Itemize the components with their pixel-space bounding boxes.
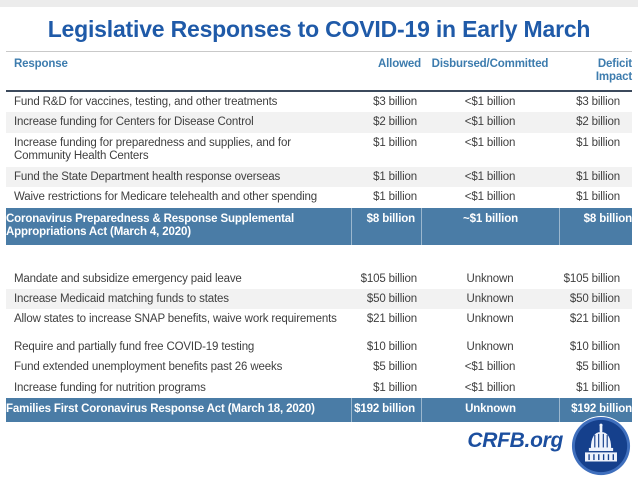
crfb-brand-text: CRFB.org: [467, 429, 563, 452]
response-cell: Allow states to increase SNAP benefits, …: [14, 313, 337, 326]
table-group-spacer: [6, 245, 632, 269]
response-cell: Fund extended unemployment benefits past…: [14, 361, 283, 374]
response-cell: Increase Medicaid matching funds to stat…: [14, 292, 229, 305]
column-header-response: Response: [14, 58, 68, 70]
disbursed-cell: <$1 billion: [464, 116, 516, 129]
deficit-cell: $50 billion: [569, 292, 620, 305]
disbursed-cell: <$1 billion: [464, 95, 516, 108]
allowed-cell: $192 billion: [351, 398, 421, 422]
table-row: Increase funding for nutrition programs …: [6, 378, 632, 398]
table-row: Mandate and subsidize emergency paid lea…: [6, 269, 632, 289]
allowed-cell: $10 billion: [366, 340, 417, 353]
deficit-cell: $2 billion: [576, 116, 620, 129]
deficit-cell: $1 billion: [576, 191, 620, 204]
disbursed-cell: Unknown: [466, 272, 514, 285]
column-header-disbursed: Disbursed/Committed: [431, 58, 549, 70]
disbursed-cell: Unknown: [421, 398, 559, 422]
response-cell: Families First Coronavirus Response Act …: [6, 403, 315, 416]
allowed-cell: $1 billion: [373, 136, 417, 149]
response-cell: Require and partially fund free COVID-19…: [14, 340, 255, 353]
allowed-cell: $8 billion: [351, 207, 421, 245]
table-header-row: Response Allowed Disbursed/Committed Def…: [6, 51, 632, 92]
allowed-cell: $3 billion: [373, 95, 417, 108]
disbursed-cell: Unknown: [466, 313, 514, 326]
table-row: Fund extended unemployment benefits past…: [6, 357, 632, 377]
deficit-cell: $8 billion: [559, 207, 632, 245]
table-row: Require and partially fund free COVID-19…: [6, 337, 632, 357]
table-row: Increase Medicaid matching funds to stat…: [6, 288, 632, 310]
disbursed-cell: <$1 billion: [464, 170, 516, 183]
table-total-row: Coronavirus Preparedness & Response Supp…: [6, 207, 632, 245]
disbursed-cell: <$1 billion: [464, 361, 516, 374]
disbursed-cell: Unknown: [466, 340, 514, 353]
disbursed-cell: Unknown: [466, 292, 514, 305]
deficit-cell: $10 billion: [569, 340, 620, 353]
allowed-cell: $105 billion: [360, 272, 418, 285]
allowed-cell: $2 billion: [373, 116, 417, 129]
table-row: Increase funding for preparedness and su…: [6, 133, 632, 167]
table-row: Waive restrictions for Medicare teleheal…: [6, 187, 632, 207]
deficit-cell: $192 billion: [559, 398, 632, 422]
disbursed-cell: <$1 billion: [464, 381, 516, 394]
allowed-cell: $1 billion: [373, 191, 417, 204]
deficit-cell: $21 billion: [569, 313, 620, 326]
response-cell: Coronavirus Preparedness & Response Supp…: [6, 212, 295, 239]
allowed-cell: $21 billion: [366, 313, 417, 326]
response-cell: Waive restrictions for Medicare teleheal…: [14, 191, 318, 204]
column-header-deficit: Deficit Impact: [595, 58, 632, 84]
disbursed-cell: <$1 billion: [464, 191, 516, 204]
disbursed-cell: ~$1 billion: [421, 207, 559, 245]
table-row: Fund the State Department health respons…: [6, 166, 632, 188]
table-total-row: Families First Coronavirus Response Act …: [6, 398, 632, 422]
table-row: Allow states to increase SNAP benefits, …: [6, 309, 632, 329]
deficit-cell: $1 billion: [576, 136, 620, 149]
deficit-cell: $3 billion: [576, 95, 620, 108]
response-cell: Mandate and subsidize emergency paid lea…: [14, 272, 242, 285]
slide-top-edge: [0, 0, 638, 7]
allowed-cell: $1 billion: [373, 381, 417, 394]
response-cell: Increase funding for preparedness and su…: [14, 136, 291, 163]
responses-table: Response Allowed Disbursed/Committed Def…: [6, 51, 632, 422]
response-cell: Fund the State Department health respons…: [14, 170, 281, 183]
deficit-cell: $1 billion: [576, 170, 620, 183]
deficit-cell: $1 billion: [576, 381, 620, 394]
deficit-cell: $105 billion: [563, 272, 621, 285]
table-row: Increase funding for Centers for Disease…: [6, 112, 632, 133]
allowed-cell: $1 billion: [373, 170, 417, 183]
table-row: Fund R&D for vaccines, testing, and othe…: [6, 92, 632, 112]
allowed-cell: $5 billion: [373, 361, 417, 374]
deficit-cell: $5 billion: [576, 361, 620, 374]
allowed-cell: $50 billion: [366, 292, 417, 305]
response-cell: Increase funding for nutrition programs: [14, 381, 206, 394]
footer: CRFB.org: [467, 415, 632, 477]
response-cell: Fund R&D for vaccines, testing, and othe…: [14, 95, 278, 108]
capitol-dome-icon: [570, 415, 632, 477]
column-header-allowed: Allowed: [377, 58, 421, 70]
response-cell: Increase funding for Centers for Disease…: [14, 116, 254, 129]
page-title: Legislative Responses to COVID-19 in Ear…: [47, 16, 591, 42]
disbursed-cell: <$1 billion: [464, 136, 516, 149]
